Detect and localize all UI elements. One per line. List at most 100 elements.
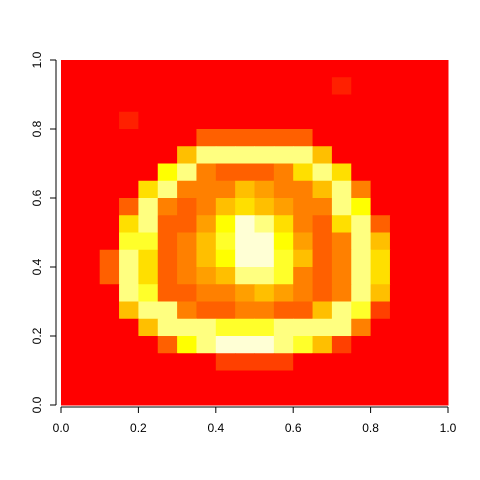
- heat-cell: [235, 77, 255, 95]
- heat-cell: [389, 232, 410, 251]
- heat-cell: [235, 232, 255, 251]
- heat-cell: [331, 267, 352, 285]
- heat-cell: [370, 232, 391, 251]
- heat-cell: [254, 249, 275, 268]
- heat-cell: [428, 301, 449, 320]
- heat-cell: [138, 60, 159, 78]
- heat-cell: [428, 353, 449, 371]
- heat-cell: [254, 353, 275, 371]
- heat-cell: [61, 163, 81, 182]
- heat-cell: [99, 353, 120, 371]
- heat-cell: [351, 129, 372, 147]
- heat-cell: [331, 215, 352, 233]
- heat-cell: [138, 387, 159, 406]
- heat-cell: [331, 180, 352, 199]
- heat-cell: [409, 129, 430, 147]
- heat-cell: [196, 232, 217, 251]
- heat-cell: [273, 301, 294, 320]
- heat-cell: [196, 215, 217, 233]
- heat-cell: [235, 180, 255, 199]
- heat-cell: [196, 249, 217, 268]
- heat-cell: [428, 94, 449, 113]
- x-tick-label: 0.6: [285, 421, 302, 435]
- heat-cell: [254, 370, 275, 389]
- heat-cell: [80, 318, 101, 337]
- heat-cell: [61, 370, 81, 389]
- heat-cell: [293, 129, 314, 147]
- heat-cell: [293, 318, 314, 337]
- heat-cell: [370, 301, 391, 320]
- y-tick-label: 0.6: [30, 189, 44, 206]
- heat-cell: [138, 198, 159, 216]
- heat-cell: [409, 267, 430, 285]
- heat-cell: [409, 198, 430, 216]
- heat-cell: [254, 198, 275, 216]
- heat-cell: [61, 198, 81, 216]
- heat-cell: [370, 146, 391, 164]
- heat-cell: [177, 370, 197, 389]
- heat-cell: [138, 77, 159, 95]
- heat-cell: [61, 129, 81, 147]
- heat-cell: [351, 111, 372, 130]
- heat-cell: [215, 215, 236, 233]
- heat-cell: [215, 387, 236, 406]
- heat-cell: [235, 198, 255, 216]
- heat-cell: [177, 111, 197, 130]
- heat-cell: [389, 301, 410, 320]
- heat-cell: [138, 215, 159, 233]
- heat-cell: [177, 94, 197, 113]
- heat-cell: [138, 301, 159, 320]
- heat-cell: [177, 301, 197, 320]
- heat-cell: [177, 336, 197, 354]
- heat-cell: [138, 249, 159, 268]
- heat-cell: [331, 336, 352, 354]
- heat-cell: [99, 301, 120, 320]
- heat-cell: [119, 60, 139, 78]
- heat-cell: [389, 353, 410, 371]
- heat-cell: [293, 336, 314, 354]
- heat-cell: [157, 353, 178, 371]
- heat-cell: [409, 301, 430, 320]
- heat-cell: [61, 387, 81, 406]
- heat-cell: [215, 198, 236, 216]
- heat-cell: [99, 249, 120, 268]
- heat-cell: [177, 284, 197, 302]
- x-tick-label: 1.0: [440, 421, 457, 435]
- heat-cell: [312, 267, 333, 285]
- heat-cell: [254, 318, 275, 337]
- heat-cell: [312, 336, 333, 354]
- heat-cell: [370, 60, 391, 78]
- heat-cell: [177, 232, 197, 251]
- heat-cell: [370, 163, 391, 182]
- heat-cell: [177, 60, 197, 78]
- heat-cell: [138, 336, 159, 354]
- heat-cell: [293, 111, 314, 130]
- heat-cell: [177, 180, 197, 199]
- heat-cell: [428, 336, 449, 354]
- heat-cell: [370, 336, 391, 354]
- heat-cell: [99, 387, 120, 406]
- heat-cell: [61, 77, 81, 95]
- heat-cell: [119, 129, 139, 147]
- heat-cell: [273, 267, 294, 285]
- heat-cell: [273, 94, 294, 113]
- heat-cell: [80, 180, 101, 199]
- heat-cell: [99, 111, 120, 130]
- heat-cell: [389, 146, 410, 164]
- heat-cell: [196, 198, 217, 216]
- heat-cell: [293, 387, 314, 406]
- heat-cell: [99, 94, 120, 113]
- heat-cell: [293, 94, 314, 113]
- heat-cell: [409, 336, 430, 354]
- heat-cell: [80, 129, 101, 147]
- heat-cell: [389, 215, 410, 233]
- heat-cell: [409, 318, 430, 337]
- heat-cell: [61, 60, 81, 78]
- heat-cell: [273, 111, 294, 130]
- heat-cell: [119, 267, 139, 285]
- heat-cell: [389, 318, 410, 337]
- heat-cell: [61, 353, 81, 371]
- heat-cell: [312, 60, 333, 78]
- heat-cell: [312, 249, 333, 268]
- heat-cell: [389, 387, 410, 406]
